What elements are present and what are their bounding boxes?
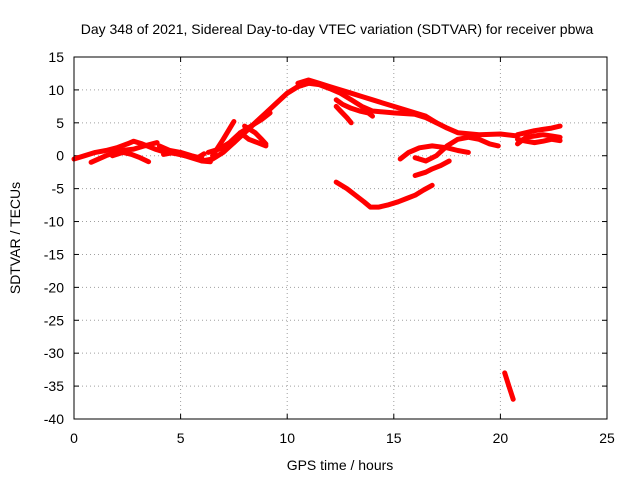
series-trace-19 — [515, 123, 563, 138]
series-trace-3 — [109, 149, 152, 165]
series-trace-5 — [161, 149, 207, 161]
series-trace-11 — [242, 123, 269, 147]
y-tick-label: -10 — [44, 214, 64, 230]
x-tick-label: 5 — [177, 430, 185, 446]
series-trace-10 — [237, 130, 269, 149]
y-tick-label: -20 — [44, 279, 64, 295]
x-axis-label: GPS time / hours — [287, 457, 394, 473]
y-axis-label: SDTVAR / TECUs — [7, 182, 23, 294]
y-tick-label: -40 — [44, 411, 64, 427]
x-tick-label: 25 — [599, 430, 615, 446]
series-trace-8 — [210, 119, 237, 159]
y-tick-label: -30 — [44, 345, 64, 361]
x-tick-label: 15 — [386, 430, 402, 446]
series-trace-18 — [333, 179, 435, 210]
y-tick-label: -35 — [44, 378, 64, 394]
y-tick-label: -5 — [52, 181, 65, 197]
axis-ticks: 0 5 10 15 20 25 15 10 5 0 -5 -10 -15 -20 -25 -30 -35 -40 — [44, 49, 615, 446]
series-trace-13 — [333, 97, 375, 119]
series-trace-22 — [502, 370, 516, 402]
y-tick-label: 0 — [56, 148, 64, 164]
y-tick-label: 10 — [48, 82, 64, 98]
series-trace-17 — [412, 158, 452, 178]
x-tick-label: 0 — [70, 430, 78, 446]
x-tick-label: 10 — [279, 430, 295, 446]
data-series — [71, 77, 563, 402]
series-trace-9 — [220, 80, 520, 153]
series-trace-21 — [515, 132, 563, 147]
series-trace-2 — [88, 140, 160, 165]
chart-title: Day 348 of 2021, Sidereal Day-to-day VTE… — [81, 21, 594, 37]
series-trace-14 — [333, 103, 354, 126]
series-trace-12 — [295, 77, 439, 126]
y-tick-label: 15 — [48, 49, 64, 65]
x-tick-label: 20 — [493, 430, 509, 446]
plot-frame — [73, 56, 608, 420]
y-tick-label: 5 — [56, 115, 64, 131]
series-trace-15 — [397, 143, 471, 162]
y-tick-label: -15 — [44, 246, 64, 262]
y-tick-label: -25 — [44, 312, 64, 328]
series-trace-16 — [412, 134, 501, 164]
